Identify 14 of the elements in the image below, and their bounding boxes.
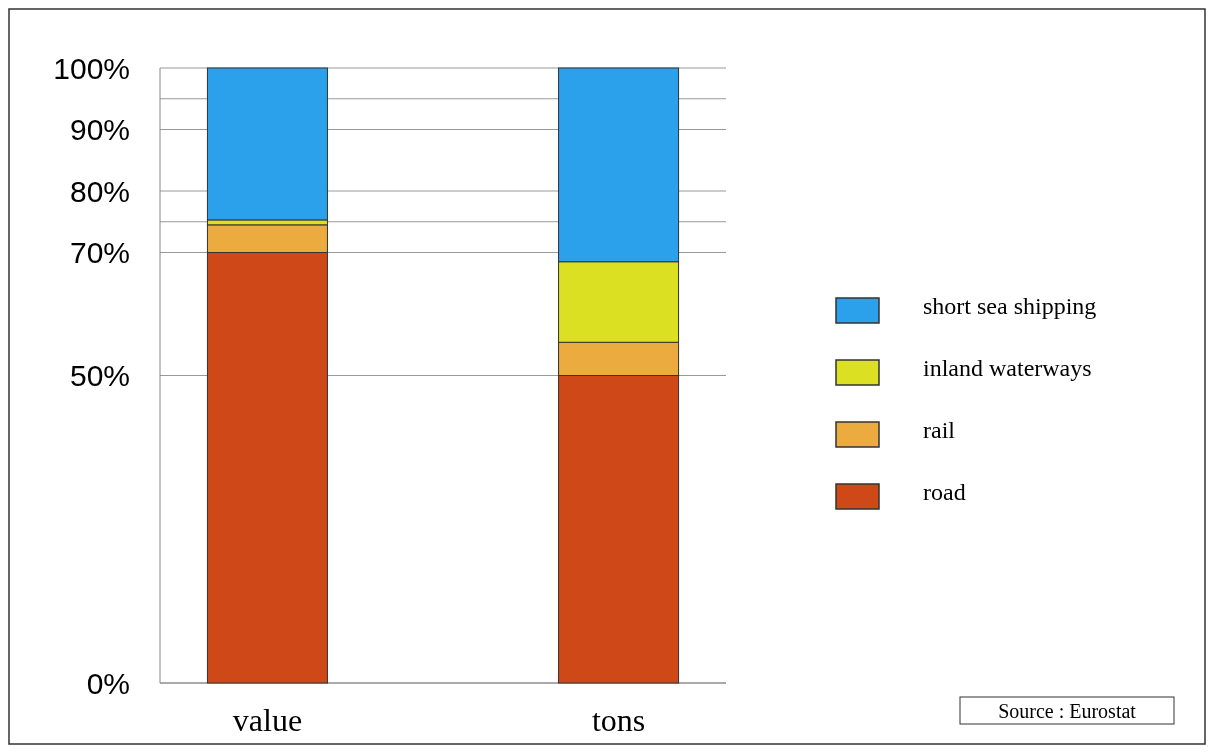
source-note: Source : Eurostat	[998, 700, 1137, 722]
legend-label: rail	[923, 417, 956, 444]
y-tick-label: 70%	[69, 236, 130, 269]
legend-label: inland waterways	[923, 355, 1092, 382]
x-tick-label: tons	[591, 702, 646, 738]
y-tick-label: 0%	[86, 666, 130, 700]
y-tick-label: 100%	[53, 51, 130, 85]
legend-label: road	[923, 479, 966, 506]
y-tick-label: 90%	[69, 113, 130, 146]
y-tick-label: 50%	[69, 359, 130, 392]
x-tick-label: value	[232, 702, 303, 738]
y-tick-label: 80%	[69, 174, 130, 208]
legend-label: short sea shipping	[923, 293, 1097, 320]
bar	[206, 67, 328, 221]
